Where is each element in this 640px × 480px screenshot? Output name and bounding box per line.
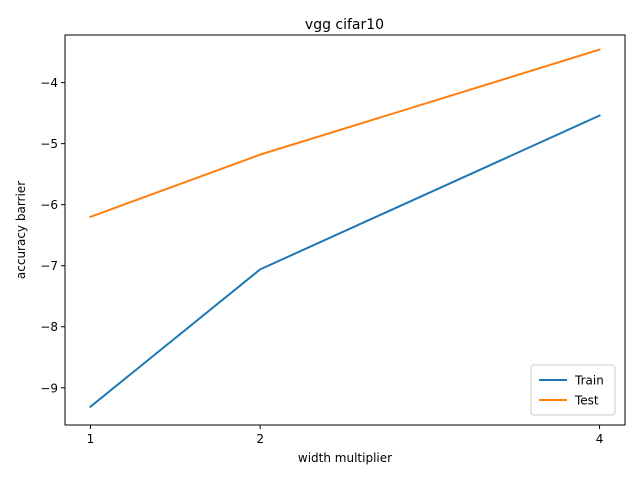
y-tick-label: −9 — [40, 381, 58, 395]
legend-label-train: Train — [574, 374, 604, 388]
y-tick-label: −7 — [40, 259, 58, 273]
y-axis: −9 −8 −7 −6 −5 −4 — [40, 76, 65, 395]
legend-label-test: Test — [574, 394, 599, 408]
x-axis-label: width multiplier — [298, 451, 392, 465]
plot-frame — [64, 34, 626, 426]
legend: Train Test — [530, 364, 616, 416]
x-tick-label: 4 — [596, 432, 604, 446]
series-line-test — [89, 48, 601, 219]
x-axis: 1 2 4 — [87, 425, 604, 446]
y-tick-label: −6 — [40, 198, 58, 212]
y-tick-label: −4 — [40, 76, 58, 90]
series-layer — [89, 48, 601, 409]
y-tick-label: −8 — [40, 320, 58, 334]
y-tick-label: −5 — [40, 137, 58, 151]
x-tick-label: 1 — [87, 432, 95, 446]
y-axis-label: accuracy barrier — [14, 181, 28, 279]
x-tick-label: 2 — [256, 432, 264, 446]
legend-box — [530, 364, 616, 416]
chart-title: vgg cifar10 — [305, 17, 384, 33]
series-line-train — [89, 114, 601, 409]
